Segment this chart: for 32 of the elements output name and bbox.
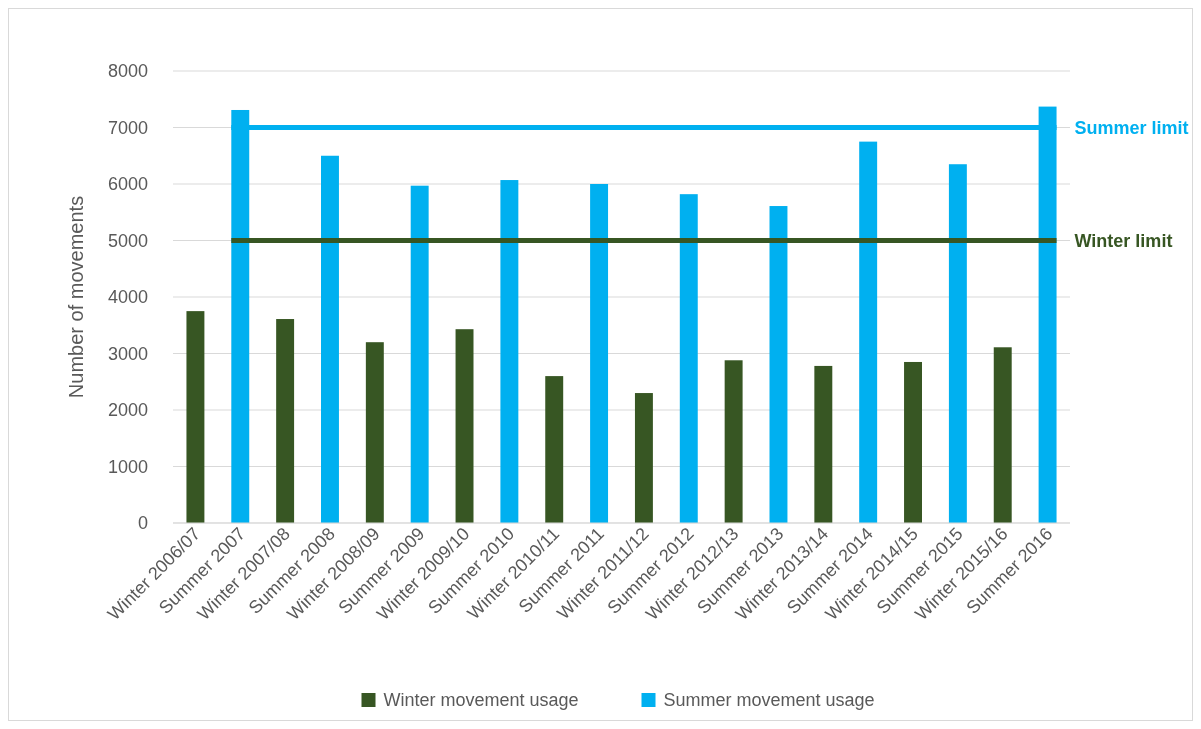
y-tick-label: 5000 [107,230,148,251]
bar [590,184,609,523]
legend-label: Winter movement usage [383,690,579,711]
ref-line-label: Summer limit [1074,117,1189,138]
bar [545,376,564,523]
y-tick-label: 2000 [107,400,148,421]
y-tick-label: 4000 [107,287,148,308]
bar [859,141,878,523]
bar [186,311,205,523]
bar [634,393,653,523]
y-tick-label: 6000 [107,174,148,195]
bar [993,347,1012,523]
y-tick-label: 0 [137,513,148,534]
y-tick-label: 1000 [107,456,148,477]
bar [365,342,384,523]
bar [814,365,833,523]
bar [679,194,698,523]
bar [410,185,429,523]
y-axis-title: Number of movements [65,195,87,399]
bar [769,206,788,523]
bar [500,180,519,523]
bar [276,319,295,523]
y-tick-label: 8000 [107,61,148,82]
bar [455,329,474,523]
y-tick-label: 7000 [107,117,148,138]
bar [904,361,922,523]
bar [948,164,967,523]
legend-label: Summer movement usage [663,690,875,711]
ref-line-label: Winter limit [1074,230,1173,251]
bar [321,155,339,523]
bar [724,360,743,523]
y-tick-label: 3000 [107,343,148,364]
